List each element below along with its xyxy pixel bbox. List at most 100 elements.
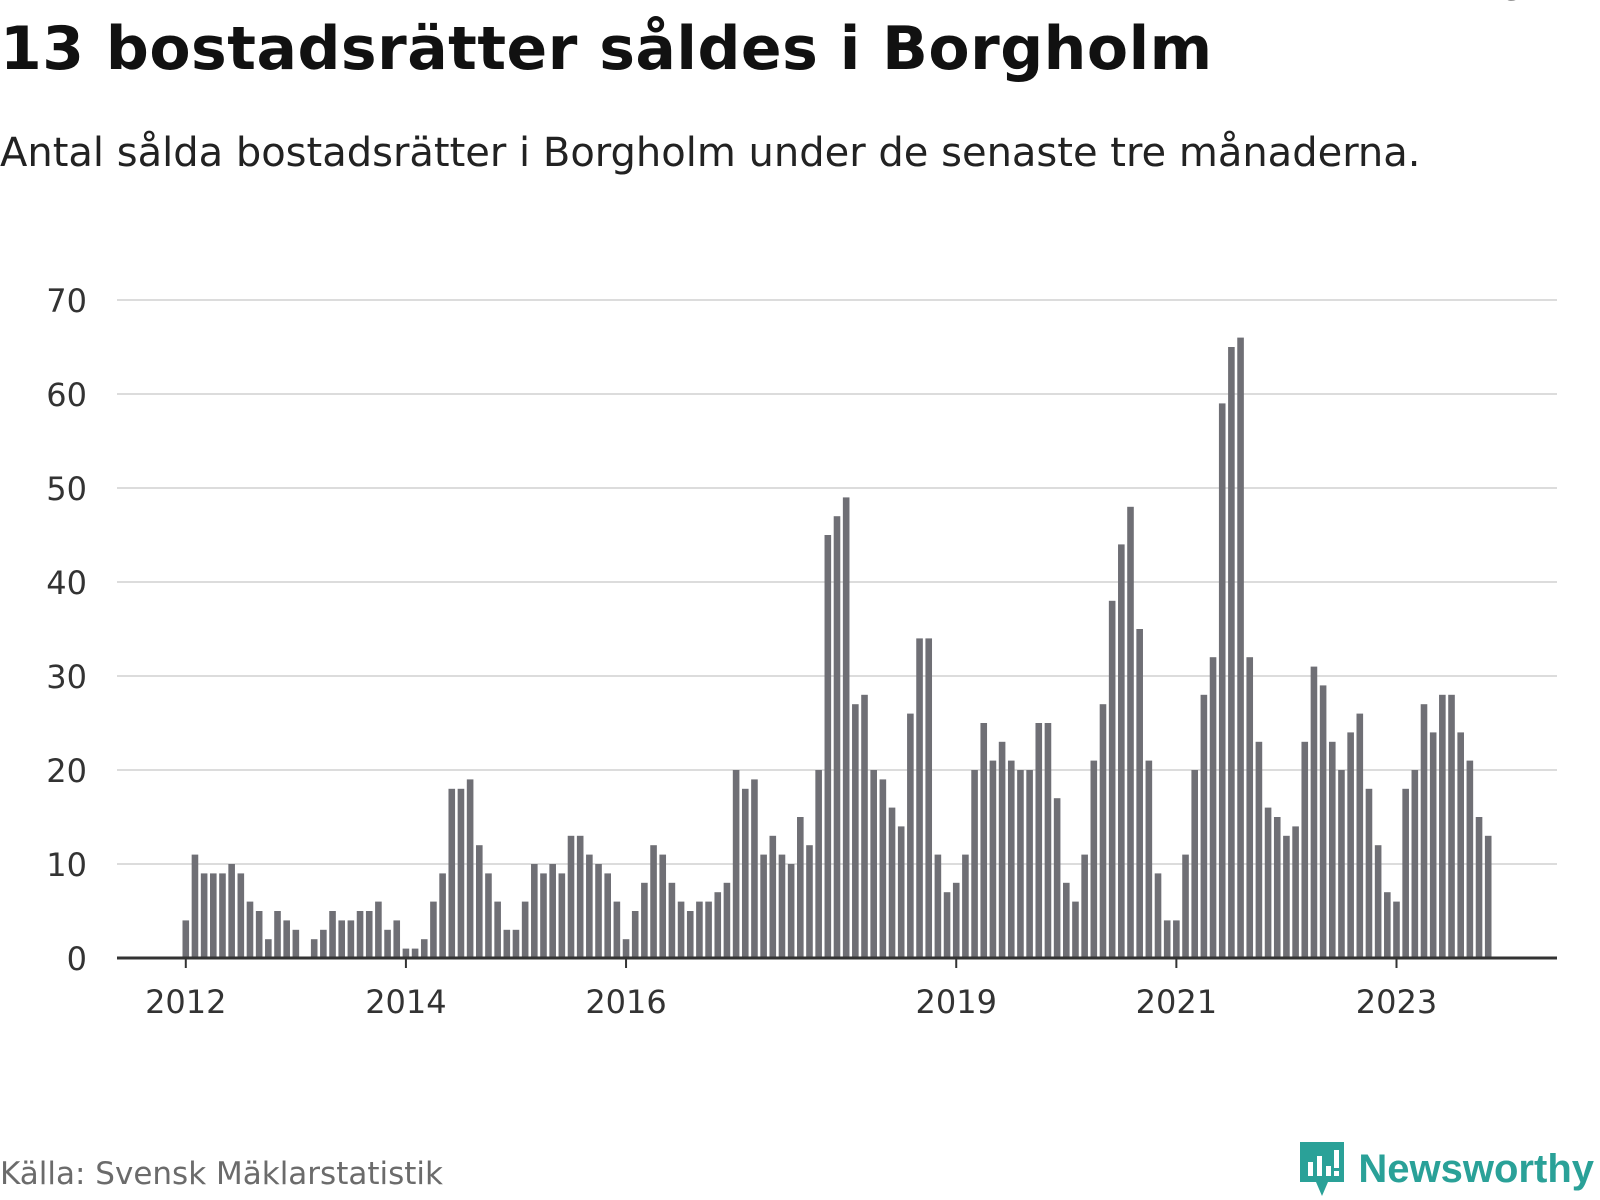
bar xyxy=(705,901,712,958)
bar xyxy=(668,882,676,958)
axes xyxy=(117,956,1557,968)
bar xyxy=(751,779,758,958)
bar xyxy=(182,920,190,958)
x-tick-label: 2012 xyxy=(145,983,226,1021)
brand-logo[interactable]: Newsworthy xyxy=(1296,1138,1594,1200)
y-tick-label: 50 xyxy=(46,470,87,508)
bar xyxy=(1310,666,1318,958)
bar xyxy=(457,788,465,958)
bar xyxy=(1228,347,1235,958)
bar xyxy=(531,864,538,958)
bar xyxy=(1347,732,1354,958)
bar xyxy=(1218,403,1226,958)
bar xyxy=(420,939,428,958)
source-note: Källa: Svensk Mäklarstatistik xyxy=(0,1156,443,1192)
bar xyxy=(1429,732,1437,958)
bar xyxy=(1264,807,1272,958)
x-tick-label: 2021 xyxy=(1136,983,1217,1021)
bar-series xyxy=(182,337,1492,959)
bar xyxy=(613,901,621,958)
bar xyxy=(1457,732,1464,958)
bar xyxy=(696,901,703,958)
bar xyxy=(1255,741,1263,958)
bar xyxy=(448,788,456,958)
bar xyxy=(815,770,822,958)
bar xyxy=(833,516,841,958)
bar xyxy=(1154,873,1162,958)
bar xyxy=(576,835,584,958)
bar xyxy=(1246,657,1254,958)
bar xyxy=(219,873,226,958)
x-tick-label: 2014 xyxy=(365,983,446,1021)
bar xyxy=(1173,920,1180,958)
bar xyxy=(989,760,997,958)
y-tick-label: 30 xyxy=(46,658,87,696)
bar xyxy=(1163,920,1171,958)
bar xyxy=(797,817,804,958)
bar xyxy=(806,845,813,958)
bar xyxy=(567,835,575,958)
bar xyxy=(191,854,199,958)
bar xyxy=(1063,882,1070,958)
bar xyxy=(622,939,630,958)
bar xyxy=(1273,817,1281,958)
bar xyxy=(1475,817,1483,958)
bar xyxy=(741,788,749,958)
bar xyxy=(778,854,786,958)
bar xyxy=(1393,901,1400,958)
bar xyxy=(200,873,208,958)
bar xyxy=(934,854,942,958)
bar xyxy=(650,845,657,958)
bar xyxy=(1448,694,1455,958)
bar xyxy=(411,948,419,958)
bar xyxy=(677,901,685,958)
bar xyxy=(888,807,896,958)
bar xyxy=(274,911,281,958)
bar xyxy=(1328,741,1336,958)
bar xyxy=(1191,770,1199,958)
bar xyxy=(1365,788,1373,958)
bar xyxy=(365,911,373,958)
bar xyxy=(1283,835,1290,958)
bar xyxy=(384,929,391,958)
bar xyxy=(430,901,437,958)
bar xyxy=(879,779,887,958)
bar xyxy=(1026,770,1033,958)
bar xyxy=(494,901,501,958)
x-tick-label: 2016 xyxy=(585,983,666,1021)
newsworthy-logo-icon xyxy=(1300,1142,1345,1196)
bar xyxy=(897,826,905,958)
bar xyxy=(1017,770,1024,958)
bar xyxy=(558,873,566,958)
bar xyxy=(916,638,923,958)
bar xyxy=(980,723,988,958)
bar xyxy=(549,864,556,958)
bar xyxy=(824,535,832,958)
bar xyxy=(1292,826,1299,958)
bar xyxy=(1374,845,1382,958)
bar xyxy=(1145,760,1153,958)
bar xyxy=(1136,629,1143,958)
y-tick-label: 40 xyxy=(46,564,87,602)
bar xyxy=(265,939,272,958)
bar xyxy=(998,741,1006,958)
bar xyxy=(971,770,978,958)
bar xyxy=(1182,854,1189,958)
bar xyxy=(842,497,850,958)
bar xyxy=(1053,798,1061,958)
bar xyxy=(1338,770,1345,958)
bar xyxy=(760,854,767,958)
tick-labels: 0 10 20 30 40 50 60 70 13 2012 2014 2016 2019 2021 202… xyxy=(46,0,1527,1021)
bar xyxy=(659,854,667,958)
bar xyxy=(732,770,740,958)
highlight-value-label: 13 xyxy=(1481,0,1524,9)
bar xyxy=(769,835,777,958)
y-tick-label: 10 xyxy=(46,846,87,884)
bar xyxy=(852,704,859,958)
bar xyxy=(1411,770,1419,958)
brand-name: Newsworthy xyxy=(1358,1146,1594,1191)
bar xyxy=(870,770,877,958)
bar xyxy=(907,713,914,958)
bar xyxy=(210,873,217,958)
